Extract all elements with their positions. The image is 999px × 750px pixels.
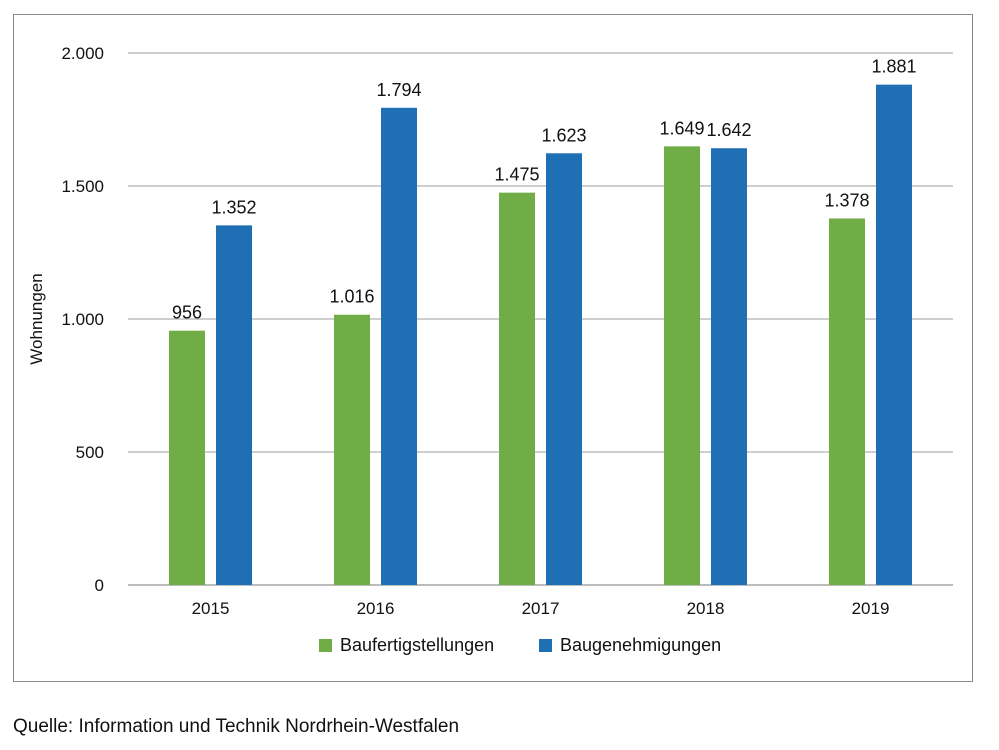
y-tick-label: 0 bbox=[95, 576, 104, 595]
data-label: 1.475 bbox=[494, 165, 539, 185]
x-tick-label: 2016 bbox=[357, 599, 395, 618]
source-note: Quelle: Information und Technik Nordrhei… bbox=[13, 716, 460, 737]
x-tick-label: 2019 bbox=[852, 599, 890, 618]
bar-baufertigstellungen-2018 bbox=[664, 146, 700, 585]
data-label: 956 bbox=[172, 303, 202, 323]
y-tick-label: 500 bbox=[76, 443, 104, 462]
chart-frame bbox=[13, 14, 973, 682]
bar-baugenehmigungen-2019 bbox=[876, 84, 912, 586]
legend-swatch bbox=[539, 639, 552, 652]
y-axis-title: Wohnungen bbox=[27, 273, 46, 364]
data-label: 1.642 bbox=[706, 120, 751, 140]
x-tick-label: 2018 bbox=[687, 599, 725, 618]
y-tick-label: 1.500 bbox=[61, 177, 104, 196]
y-tick-label: 2.000 bbox=[61, 44, 104, 63]
y-tick-label: 1.000 bbox=[61, 310, 104, 329]
data-label: 1.352 bbox=[211, 197, 256, 217]
bar-baufertigstellungen-2015 bbox=[169, 330, 205, 585]
legend-swatch bbox=[319, 639, 332, 652]
bar-baugenehmigungen-2018 bbox=[711, 148, 747, 585]
data-label: 1.623 bbox=[541, 125, 586, 145]
data-label: 1.794 bbox=[376, 80, 421, 100]
bar-baufertigstellungen-2017 bbox=[499, 192, 535, 585]
bar-chart: 0 500 1.000 1.500 2.000 Wohnungen 956 1.352 2015… bbox=[27, 44, 953, 655]
bar-baugenehmigungen-2017 bbox=[546, 153, 582, 586]
bar-baugenehmigungen-2016 bbox=[381, 107, 417, 586]
bar-baufertigstellungen-2016 bbox=[334, 314, 370, 585]
bar-baufertigstellungen-2019 bbox=[829, 218, 865, 585]
bar-baugenehmigungen-2015 bbox=[216, 225, 252, 586]
data-label: 1.378 bbox=[824, 190, 869, 210]
data-label: 1.881 bbox=[871, 57, 916, 77]
legend-label: Baugenehmigungen bbox=[560, 635, 721, 655]
x-tick-label: 2017 bbox=[522, 599, 560, 618]
legend-label: Baufertigstellungen bbox=[340, 635, 494, 655]
x-tick-label: 2015 bbox=[192, 599, 230, 618]
data-label: 1.016 bbox=[329, 287, 374, 307]
data-label: 1.649 bbox=[659, 118, 704, 138]
